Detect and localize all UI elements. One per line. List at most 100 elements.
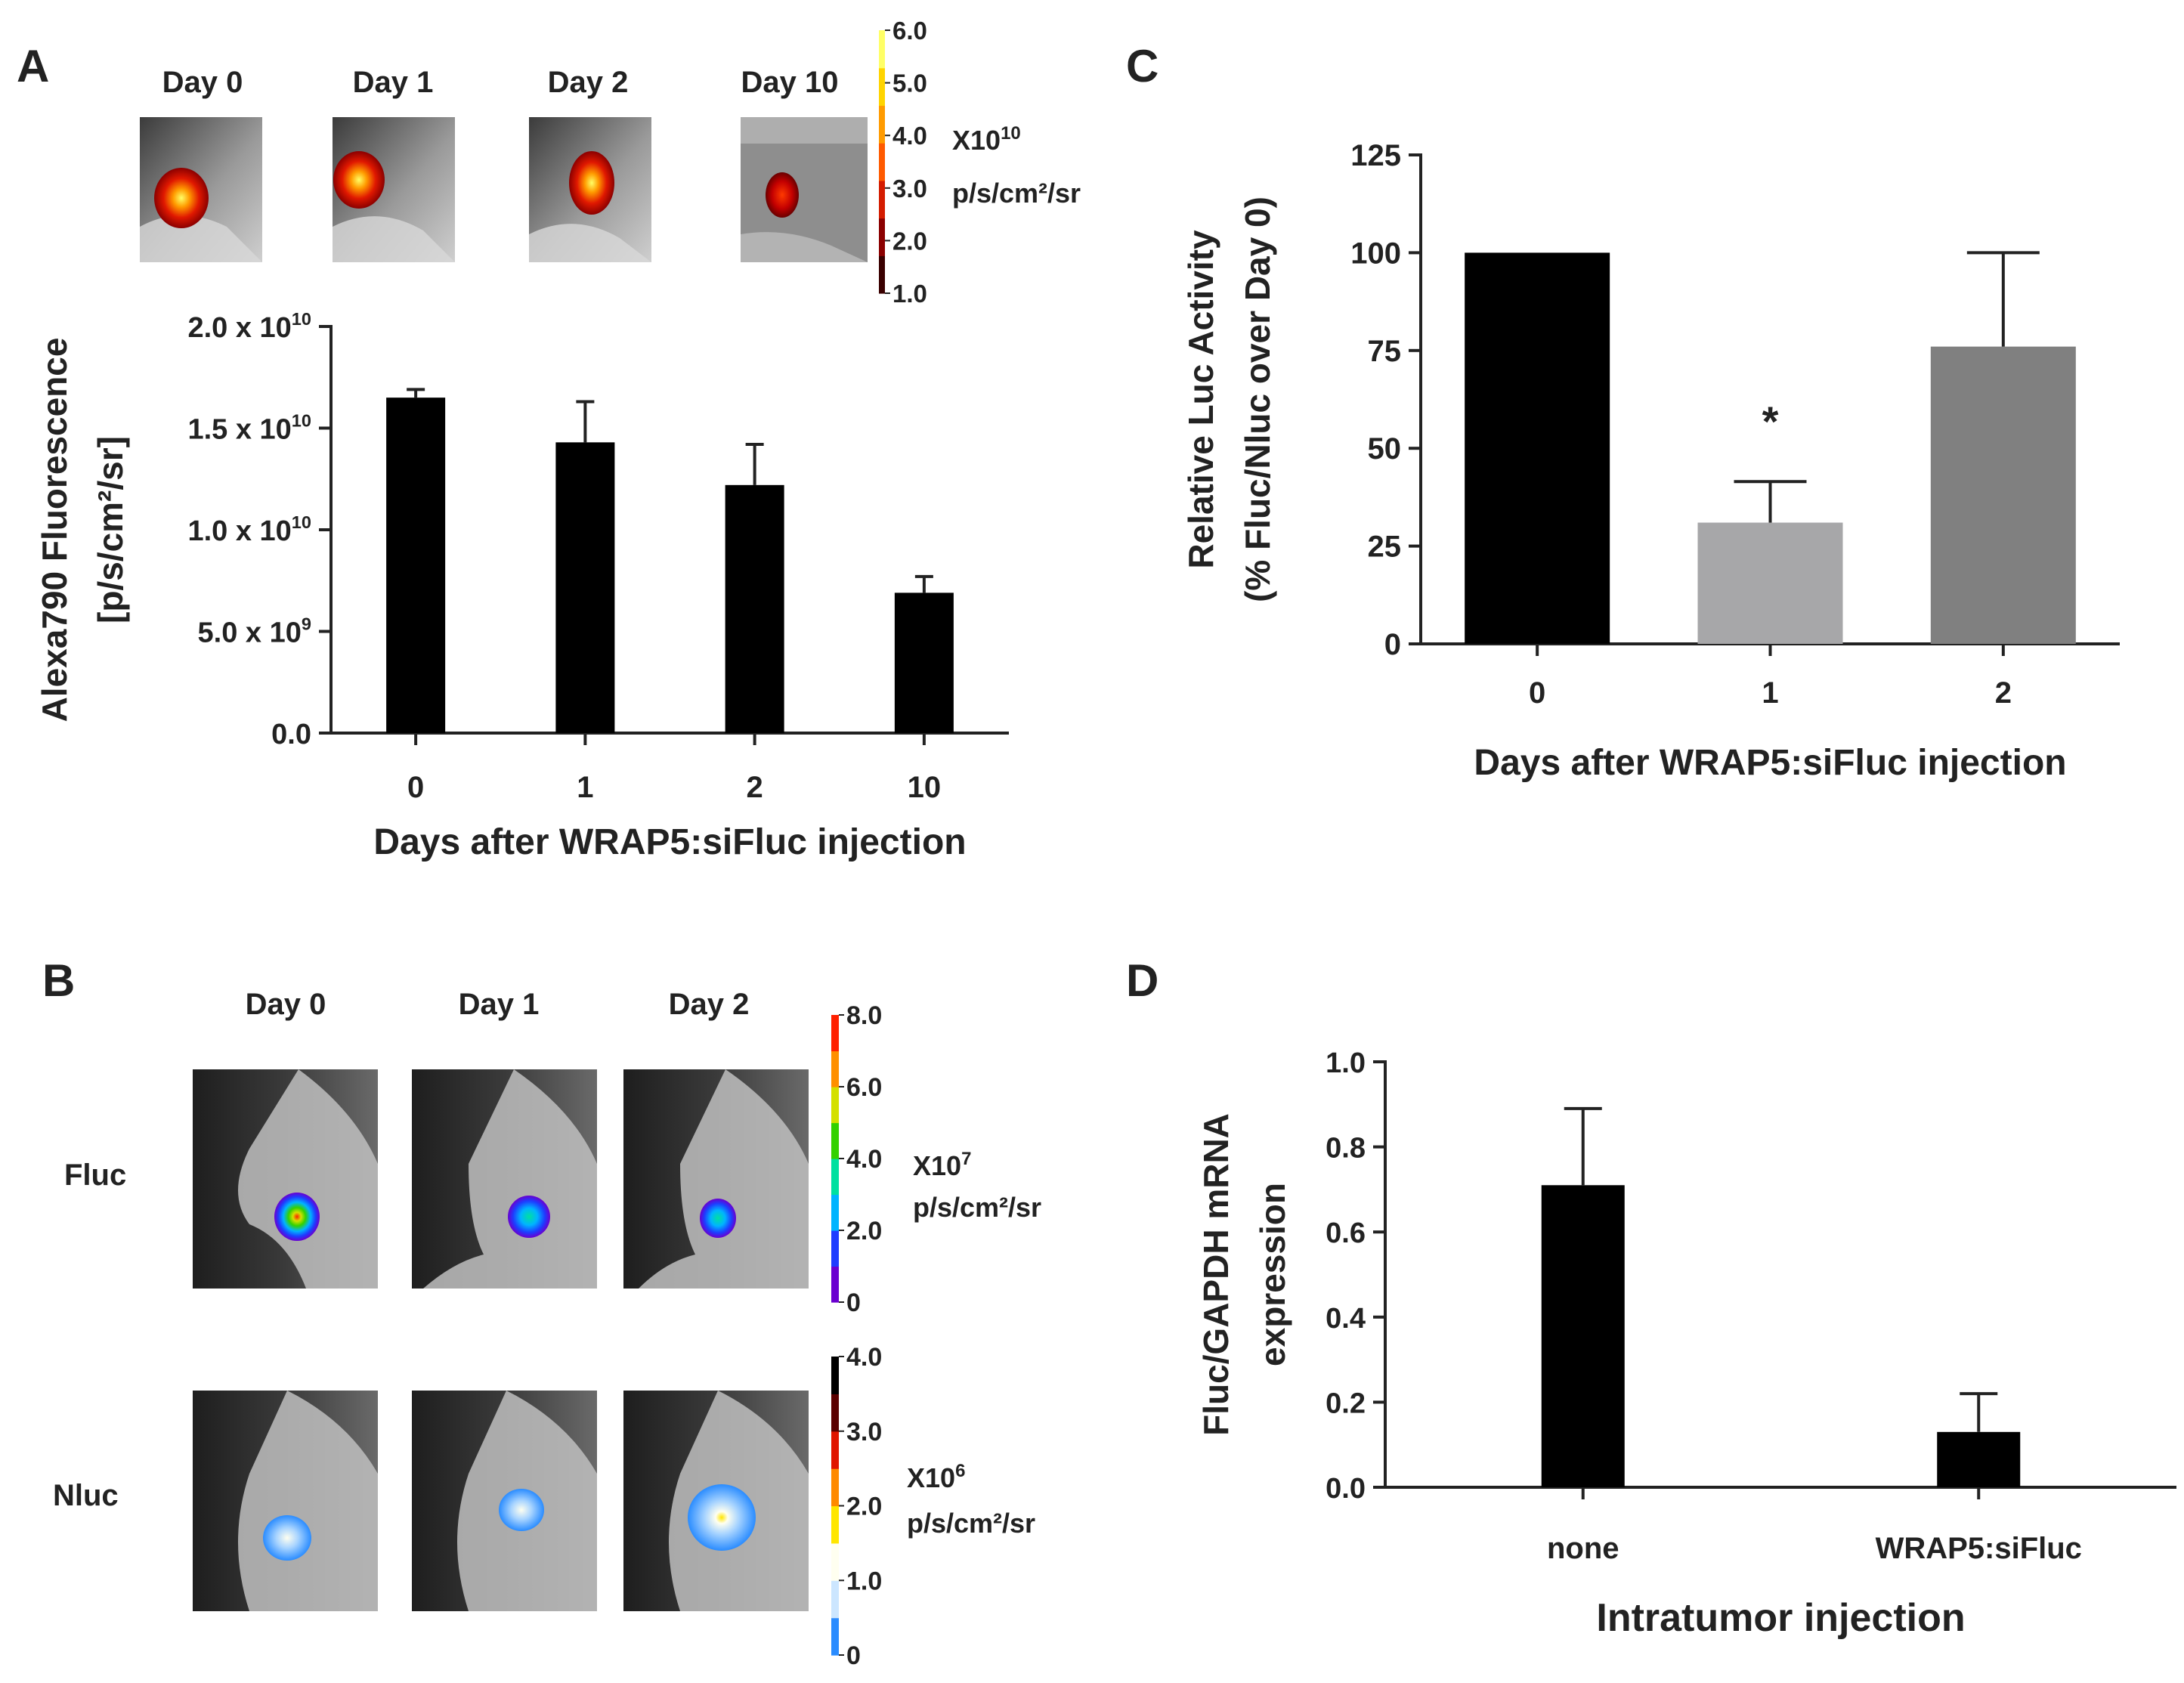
scale-fluc-tick-label: 4.0: [846, 1145, 882, 1174]
bar: [1930, 346, 2076, 644]
scale-a-tick-label: 2.0: [892, 227, 927, 255]
x-tick-label: none: [1547, 1532, 1619, 1565]
x-axis-label: Days after WRAP5:siFluc injection: [1474, 743, 2066, 783]
panel-b-nluc-colorbar: 4.0 3.0 2.0 1.0 0 X106 p/s/cm²/sr: [831, 1343, 1035, 1670]
x-tick-label: 1: [577, 771, 593, 804]
y-tick-label: 0.8: [1326, 1133, 1366, 1165]
scale-a-tick-label: 4.0: [892, 122, 927, 150]
mouse-image-nluc-day2: [623, 1391, 809, 1611]
mouse-image-fluc-day2: [623, 1069, 809, 1289]
y-tick-label: 0: [1384, 628, 1401, 661]
mouse-image-a-day2: [529, 117, 651, 262]
scale-a-color-step: [879, 67, 885, 107]
y-tick-label: 1.5 x 1010: [187, 411, 311, 446]
scale-fluc-tick-label: 8.0: [846, 1001, 882, 1030]
scale-nluc-tick-label: 1.0: [846, 1567, 882, 1595]
bar: [894, 592, 954, 733]
scale-fluc-color-step: [831, 1050, 839, 1087]
x-tick-label: 0: [1529, 676, 1545, 710]
scale-a-color-step: [879, 180, 885, 219]
colorbar-unit: p/s/cm²/sr: [907, 1508, 1035, 1539]
scale-fluc-color-step: [831, 1122, 839, 1159]
y-tick-label: 1.0: [1326, 1047, 1366, 1079]
panel-letter-b: B: [42, 955, 75, 1006]
scale-a-tick-label: 1.0: [892, 280, 927, 308]
panel-letter-a: A: [17, 41, 49, 91]
mouse-image-a-day1: [333, 117, 455, 262]
y-tick-label: 0.6: [1326, 1217, 1366, 1249]
scale-fluc-color-step: [831, 1194, 839, 1231]
scale-a-tick-label: 5.0: [892, 70, 927, 97]
scale-nluc-color-step: [831, 1394, 839, 1432]
mouse-image-nluc-day1: [412, 1391, 597, 1611]
chart-a: 0.0 5.0 x 109 1.0 x 1010 1.5 x 1010 2.0 x 10…: [35, 309, 1009, 862]
scale-nluc-color-step: [831, 1580, 839, 1619]
scale-fluc-tick-label: 2.0: [846, 1217, 882, 1245]
scale-fluc-color-step: [831, 1266, 839, 1303]
scale-nluc-tick-label: 2.0: [846, 1493, 882, 1521]
panel-a-day-label: Day 0: [162, 66, 243, 99]
mouse-image-a-day10: [741, 117, 868, 262]
y-tick-label: 0.2: [1326, 1388, 1366, 1419]
x-axis-label: Intratumor injection: [1596, 1596, 1965, 1640]
x-axis-label: Days after WRAP5:siFluc injection: [373, 822, 966, 862]
scale-a-color-step: [879, 105, 885, 144]
bar: [1697, 522, 1843, 644]
colorbar-multiplier: X106: [907, 1461, 965, 1493]
y-tick-label: 25: [1368, 531, 1402, 564]
y-tick-label: 1.0 x 1010: [187, 512, 311, 547]
x-tick-label: 2: [1995, 676, 2012, 710]
mouse-image-a-day0: [140, 117, 262, 262]
panel-a-day-label: Day 10: [741, 66, 839, 99]
panel-b-day-label: Day 2: [669, 988, 750, 1021]
scale-nluc-tick-label: 4.0: [846, 1343, 882, 1372]
y-axis-label: Fluc/GAPDH mRNA: [1196, 1113, 1236, 1436]
panel-b-images: Day 0 Day 1 Day 2 Fluc Nluc: [53, 988, 1041, 1670]
scale-a-color-step: [879, 30, 885, 69]
scale-nluc-color-step: [831, 1468, 839, 1507]
panel-a-day-label: Day 2: [548, 66, 629, 99]
bar: [1465, 252, 1610, 644]
chart-d: 0.0 0.2 0.4 0.6 0.8 1.0 none WRAP5:siFluc Intrat…: [1196, 1047, 2176, 1640]
panel-a-colorbar: 6.0 5.0 4.0 3.0 2.0 1.0 X1010 p/s/cm²/sr: [879, 17, 1081, 308]
scale-a-color-step: [879, 143, 885, 181]
scale-a-tick-label: 6.0: [892, 17, 927, 45]
panel-b-row-label: Nluc: [53, 1479, 119, 1512]
scale-a-color-step: [879, 255, 885, 294]
y-axis-label: Relative Luc Activity: [1181, 230, 1220, 569]
scale-fluc-color-step: [831, 1087, 839, 1124]
bar: [725, 484, 784, 733]
scale-nluc-color-step: [831, 1505, 839, 1544]
bar: [555, 442, 615, 733]
y-tick-label: 2.0 x 1010: [187, 309, 311, 344]
scale-nluc-color-step: [831, 1617, 839, 1656]
scale-a-tick-label: 3.0: [892, 175, 927, 203]
x-tick-label: 2: [747, 771, 763, 804]
x-tick-label: WRAP5:siFluc: [1876, 1532, 2082, 1565]
scale-nluc-tick-label: 0: [846, 1641, 861, 1670]
panel-a-day-label: Day 1: [353, 66, 434, 99]
bar: [386, 398, 446, 733]
mouse-image-nluc-day0: [193, 1391, 378, 1611]
colorbar-multiplier: X1010: [952, 123, 1021, 156]
panel-b-row-label: Fluc: [64, 1159, 126, 1192]
panel-letter-d: D: [1126, 955, 1159, 1006]
panel-b-fluc-colorbar: 8.0 6.0 4.0 2.0 0 X107 p/s/cm²/sr: [831, 1001, 1041, 1317]
y-tick-label: 5.0 x 109: [198, 614, 311, 649]
x-tick-label: 0: [407, 771, 424, 804]
x-tick-label: 1: [1762, 676, 1778, 710]
panel-b-day-label: Day 0: [246, 988, 326, 1021]
panel-letter-c: C: [1126, 41, 1159, 91]
y-axis-label: expression: [1253, 1183, 1292, 1366]
scale-fluc-tick-label: 0: [846, 1289, 861, 1317]
y-tick-label: 0.0: [1326, 1473, 1366, 1505]
colorbar-unit: p/s/cm²/sr: [913, 1192, 1041, 1223]
y-tick-label: 0.0: [271, 719, 311, 750]
scale-nluc-color-step: [831, 1431, 839, 1469]
scale-fluc-color-step: [831, 1015, 839, 1052]
significance-marker: *: [1762, 398, 1779, 445]
y-tick-label: 0.4: [1326, 1303, 1366, 1335]
mouse-image-fluc-day1: [412, 1069, 597, 1289]
bar: [1937, 1431, 2021, 1487]
